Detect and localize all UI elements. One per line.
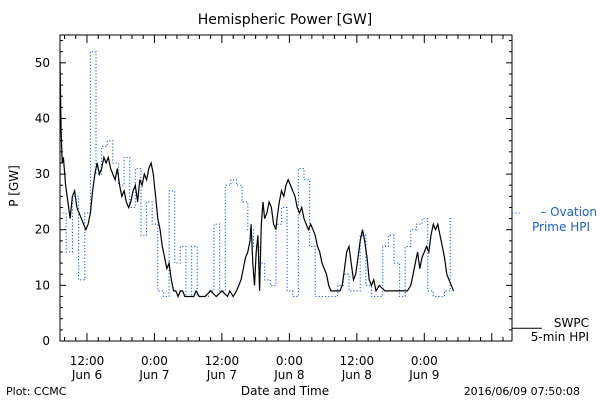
x-tick-date-label: Jun 6 xyxy=(71,368,102,382)
x-tick-date-label: Jun 9 xyxy=(408,368,439,382)
y-tick-label: 50 xyxy=(35,56,50,70)
x-tick-date-label: Jun 8 xyxy=(273,368,304,382)
x-tick-time-label: 0:00 xyxy=(141,354,168,368)
x-tick-date-label: Jun 7 xyxy=(206,368,237,382)
x-tick-date-label: Jun 8 xyxy=(341,368,372,382)
x-tick-time-label: 12:00 xyxy=(70,354,105,368)
x-tick-time-label: 12:00 xyxy=(340,354,375,368)
y-tick-label: 10 xyxy=(35,278,50,292)
swpc-hpi-line xyxy=(59,62,455,299)
y-axis-ticks: 0 10 20 30 40 50 xyxy=(35,40,512,348)
x-tick-time-label: 12:00 xyxy=(205,354,240,368)
y-axis-label: P [GW] xyxy=(7,165,21,207)
chart-title: Hemispheric Power [GW] xyxy=(198,12,373,28)
ovation-legend-label-line1: – Ovation xyxy=(540,205,597,219)
x-tick-date-label: Jun 7 xyxy=(138,368,169,382)
timestamp: 2016/06/09 07:50:08 xyxy=(464,385,580,398)
y-tick-label: 20 xyxy=(35,223,50,237)
plot-credit: Plot: CCMC xyxy=(6,385,67,398)
swpc-legend-label-line1: SWPC xyxy=(554,316,589,330)
ovation-prime-hpi-line xyxy=(60,51,454,298)
ovation-legend-label-line2: Prime HPI xyxy=(532,220,590,234)
x-tick-time-label: 0:00 xyxy=(276,354,303,368)
x-tick-time-label: 0:00 xyxy=(411,354,438,368)
y-tick-label: 0 xyxy=(42,334,50,348)
plot-frame xyxy=(59,34,513,342)
y-tick-label: 40 xyxy=(35,111,50,125)
series-group xyxy=(59,51,455,299)
swpc-legend-label-line2: 5-min HPI xyxy=(531,330,589,344)
y-tick-label: 30 xyxy=(35,167,50,181)
x-axis-label: Date and Time xyxy=(241,384,329,398)
